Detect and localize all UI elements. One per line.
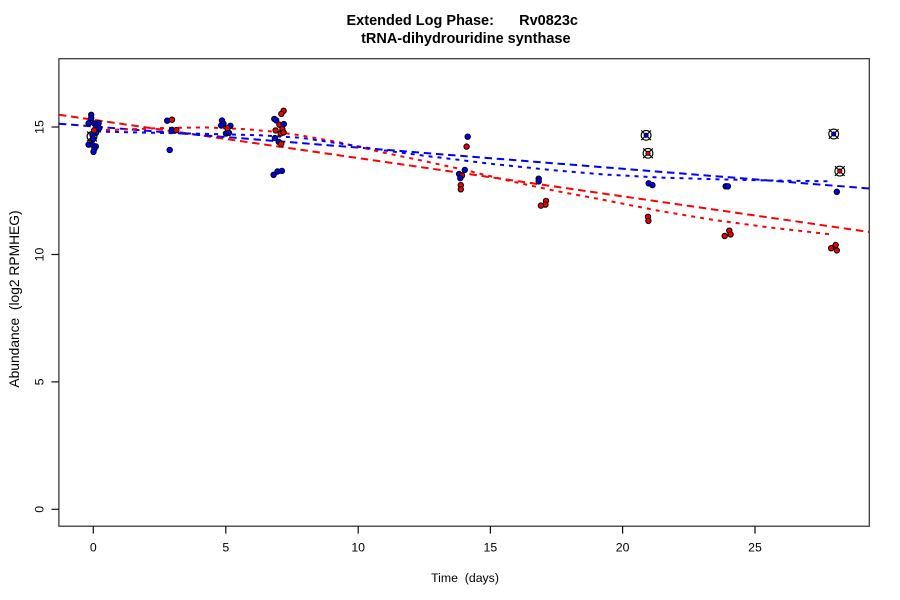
svg-text:15: 15 bbox=[484, 541, 498, 555]
svg-text:Extended Log Phase:: Extended Log Phase: bbox=[347, 13, 494, 29]
svg-text:tRNA-dihydrouridine synthase: tRNA-dihydrouridine synthase bbox=[361, 31, 570, 47]
svg-text:5: 5 bbox=[222, 541, 229, 555]
svg-text:10: 10 bbox=[33, 248, 47, 262]
svg-text:25: 25 bbox=[748, 541, 762, 555]
svg-text:5: 5 bbox=[33, 378, 47, 385]
svg-text:10: 10 bbox=[351, 541, 365, 555]
svg-text:Time (days): Time (days) bbox=[431, 571, 499, 585]
svg-text:Abundance (log2 RPMHEG): Abundance (log2 RPMHEG) bbox=[7, 210, 22, 387]
svg-text:Rv0823c: Rv0823c bbox=[519, 13, 578, 29]
svg-text:15: 15 bbox=[33, 120, 47, 134]
svg-text:20: 20 bbox=[616, 541, 630, 555]
svg-text:0: 0 bbox=[90, 541, 97, 555]
svg-text:0: 0 bbox=[33, 506, 47, 513]
